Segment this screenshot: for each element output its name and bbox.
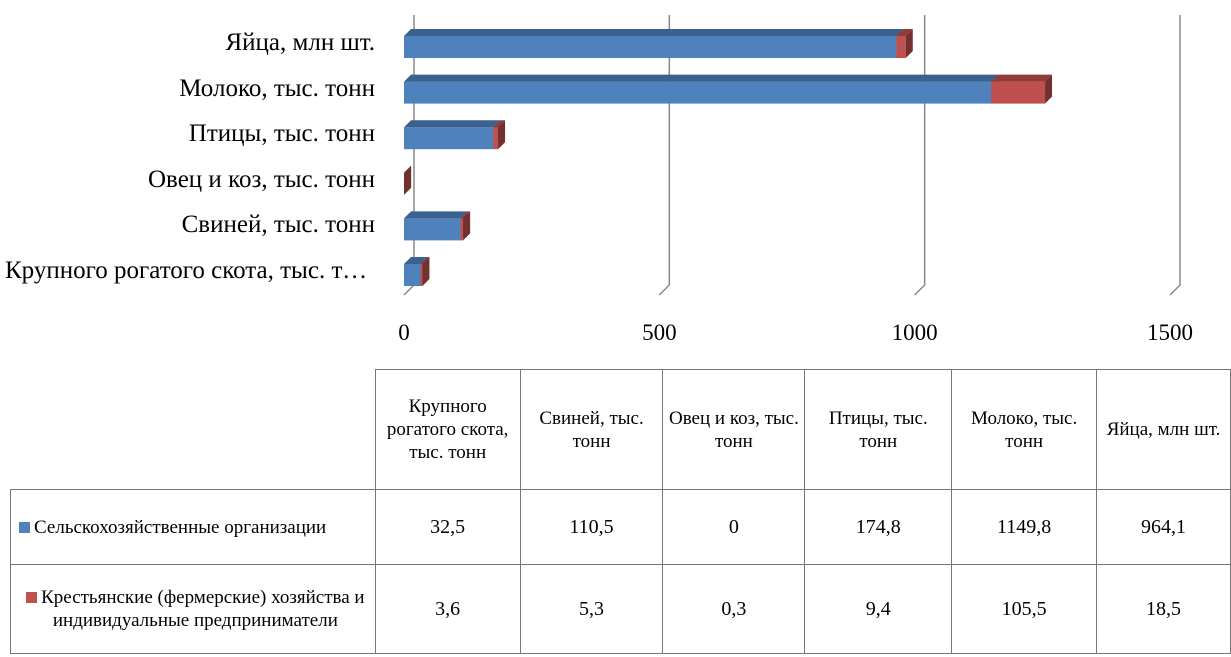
- x-tick-label: 1000: [892, 320, 938, 345]
- table-row: Крестьянские (фермерские) хозяйства и ин…: [10, 564, 1231, 654]
- y-tick-label: Крупного рогатого скота, тыс. тонн: [5, 257, 375, 284]
- legend-label: Сельскохозяйственные организации: [34, 516, 327, 538]
- bar: [493, 120, 506, 150]
- bar-front: [404, 127, 494, 150]
- x-tick-label: 500: [642, 320, 677, 345]
- bar-top: [404, 211, 468, 219]
- bar-front: [404, 264, 421, 286]
- bar: [404, 120, 501, 150]
- bar-top: [404, 120, 501, 128]
- bar-front: [493, 127, 499, 150]
- value-cell: 0,3: [662, 564, 806, 654]
- data-table: Крупного рогатого скота, тыс. тонн Свиней…: [10, 369, 1231, 654]
- header-cell: Птицы, тыс. тонн: [804, 369, 953, 490]
- value-cell: 964,1: [1096, 489, 1231, 565]
- bar: [896, 29, 913, 58]
- grid-line: [1169, 15, 1181, 296]
- x-tick-label: 1500: [1147, 320, 1193, 345]
- bar: [991, 74, 1053, 104]
- header-cell: Свиней, тыс. тонн: [519, 369, 664, 490]
- bar: [460, 211, 471, 241]
- bar: [404, 29, 904, 58]
- series-cell: Крестьянские (фермерские) хозяйства и ин…: [10, 564, 376, 654]
- table-row: Сельскохозяйственные организации 32,5 110,…: [10, 489, 1231, 565]
- bar-front: [991, 81, 1046, 104]
- bar-front: [420, 264, 423, 286]
- grid-line: [658, 15, 671, 296]
- bar-top: [404, 74, 999, 82]
- bar-top: [896, 29, 913, 36]
- value-cell: 0: [662, 489, 806, 565]
- chart: 0 500 1000 1500: [398, 15, 1193, 345]
- header-cell: Яйца, млн шт.: [1096, 369, 1231, 490]
- value-cell: 9,4: [804, 564, 953, 654]
- bar: [404, 165, 412, 195]
- value-cell: 1149,8: [951, 489, 1098, 565]
- y-tick-label: Свиней, тыс. тонн: [181, 211, 375, 239]
- x-tick-label: 0: [398, 320, 410, 345]
- bar-front: [404, 218, 461, 241]
- table-header-row: Крупного рогатого скота, тыс. тонн Свиней…: [11, 369, 1231, 490]
- bar-side: [463, 211, 471, 241]
- bar-front: [404, 36, 897, 58]
- bar-side: [498, 120, 506, 150]
- bar-top: [493, 120, 506, 128]
- bar-front: [460, 218, 464, 241]
- grid-line: [914, 15, 926, 296]
- series-cell: Сельскохозяйственные организации: [10, 489, 376, 565]
- bar-side: [404, 165, 412, 195]
- bar-top: [991, 74, 1053, 82]
- value-cell: 18,5: [1096, 564, 1231, 654]
- value-cell: 3,6: [374, 564, 521, 654]
- bar-top: [404, 165, 412, 173]
- bar-top: [404, 29, 904, 36]
- value-cell: 174,8: [804, 489, 953, 565]
- blank-cell: [11, 370, 376, 490]
- value-cell: 110,5: [519, 489, 664, 565]
- y-tick-label: Яйца, млн шт.: [225, 29, 376, 56]
- bar-side: [905, 29, 913, 58]
- bar: [404, 74, 999, 104]
- value-cell: 105,5: [951, 564, 1098, 654]
- bar-front: [896, 36, 906, 58]
- bar: [420, 257, 430, 286]
- header-cell: Крупного рогатого скота, тыс. тонн: [374, 369, 521, 490]
- legend-label: Крестьянские (фермерские) хозяйства и ин…: [41, 587, 365, 631]
- bar: [404, 211, 468, 241]
- bar-top: [404, 257, 428, 264]
- value-cell: 5,3: [519, 564, 664, 654]
- legend-swatch: [19, 521, 30, 533]
- header-cell: Овец и коз, тыс. тонн: [662, 369, 806, 490]
- bar-top: [420, 257, 430, 264]
- bar-side: [422, 257, 430, 286]
- value-cell: 32,5: [374, 489, 521, 565]
- y-tick-label: Овец и коз, тыс. тонн: [148, 165, 375, 193]
- header-cell: Молоко, тыс. тонн: [951, 369, 1098, 490]
- bar-top: [460, 211, 471, 219]
- legend-swatch: [26, 592, 38, 603]
- bar-front: [404, 81, 992, 104]
- y-tick-label: Птицы, тыс. тонн: [188, 120, 375, 148]
- y-tick-label: Молоко, тыс. тонн: [179, 74, 375, 102]
- bar-side: [1045, 74, 1053, 104]
